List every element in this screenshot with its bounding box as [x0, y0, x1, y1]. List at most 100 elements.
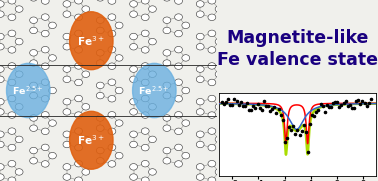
Circle shape — [8, 0, 16, 4]
Circle shape — [141, 14, 149, 21]
Circle shape — [175, 111, 183, 118]
Circle shape — [141, 177, 149, 181]
Circle shape — [115, 120, 123, 126]
Point — [223, 100, 229, 103]
Circle shape — [8, 14, 16, 21]
Circle shape — [175, 14, 183, 20]
Point — [318, 102, 324, 105]
Circle shape — [75, 79, 82, 86]
Circle shape — [163, 157, 171, 164]
Point — [259, 108, 265, 111]
Circle shape — [41, 128, 49, 135]
Circle shape — [63, 33, 71, 40]
Circle shape — [108, 30, 116, 37]
Circle shape — [130, 11, 138, 17]
Circle shape — [75, 47, 82, 53]
Point — [307, 123, 313, 126]
Circle shape — [108, 63, 116, 70]
Circle shape — [75, 128, 82, 134]
Circle shape — [63, 66, 71, 72]
Circle shape — [130, 76, 138, 83]
Circle shape — [8, 144, 16, 151]
Point — [345, 104, 351, 107]
Point — [282, 141, 288, 144]
Point — [271, 106, 277, 109]
Point — [240, 104, 246, 107]
Circle shape — [0, 174, 4, 180]
Circle shape — [75, 112, 82, 118]
Circle shape — [15, 71, 23, 77]
Circle shape — [63, 174, 71, 180]
Point — [341, 102, 347, 105]
Circle shape — [75, 63, 82, 69]
Circle shape — [175, 46, 183, 53]
Circle shape — [8, 128, 16, 134]
Point — [296, 134, 302, 137]
Circle shape — [208, 47, 216, 53]
Point — [286, 126, 292, 129]
Circle shape — [75, 95, 82, 102]
Circle shape — [141, 63, 149, 69]
Circle shape — [29, 60, 37, 66]
Circle shape — [0, 1, 4, 7]
Circle shape — [215, 6, 223, 12]
Circle shape — [82, 38, 90, 45]
Circle shape — [215, 71, 223, 77]
Circle shape — [29, 157, 37, 164]
Circle shape — [29, 17, 37, 24]
Point — [248, 108, 254, 111]
Circle shape — [8, 30, 16, 37]
Circle shape — [175, 96, 183, 102]
Circle shape — [0, 11, 4, 17]
Circle shape — [196, 131, 204, 138]
Point — [328, 106, 334, 109]
Point — [234, 100, 240, 103]
Circle shape — [141, 160, 149, 167]
Circle shape — [8, 79, 16, 86]
Circle shape — [149, 136, 156, 143]
Circle shape — [8, 112, 16, 118]
Circle shape — [41, 0, 49, 4]
Circle shape — [149, 104, 156, 110]
Circle shape — [196, 174, 204, 180]
Circle shape — [108, 14, 116, 20]
Circle shape — [130, 66, 138, 72]
Circle shape — [196, 43, 204, 50]
Circle shape — [8, 160, 16, 167]
Circle shape — [208, 63, 216, 69]
Point — [347, 103, 353, 106]
Circle shape — [215, 169, 223, 175]
Circle shape — [141, 0, 149, 4]
Circle shape — [163, 60, 171, 66]
Circle shape — [29, 115, 37, 121]
Point — [267, 110, 273, 113]
Circle shape — [63, 164, 71, 170]
Circle shape — [141, 30, 149, 37]
Circle shape — [63, 109, 71, 115]
Point — [261, 99, 267, 102]
Point — [309, 114, 315, 117]
Point — [319, 104, 325, 107]
Circle shape — [215, 136, 223, 143]
Circle shape — [208, 30, 216, 37]
Circle shape — [108, 46, 116, 53]
Circle shape — [63, 76, 71, 83]
Circle shape — [41, 161, 49, 167]
Circle shape — [48, 22, 56, 29]
Circle shape — [196, 66, 204, 72]
Point — [305, 151, 311, 153]
Point — [257, 106, 263, 109]
Point — [299, 129, 305, 132]
Ellipse shape — [133, 63, 176, 118]
Circle shape — [96, 157, 104, 164]
Circle shape — [29, 27, 37, 34]
Point — [219, 101, 225, 104]
Point — [288, 128, 294, 131]
Circle shape — [29, 82, 37, 89]
Point — [263, 105, 269, 108]
Point — [349, 106, 355, 109]
Point — [368, 97, 374, 100]
Point — [313, 110, 319, 113]
Circle shape — [82, 136, 90, 143]
Point — [364, 104, 370, 107]
